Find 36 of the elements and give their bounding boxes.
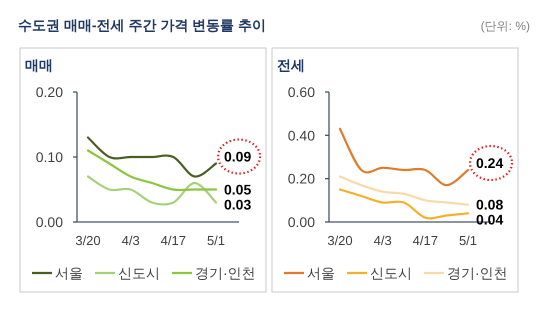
x-tick-label: 4/17	[412, 233, 438, 248]
legend-label: 신도시	[118, 265, 160, 281]
x-tick-label: 5/1	[458, 233, 478, 248]
text: (단위: %)	[480, 19, 530, 33]
y-tick-label: 0.60	[288, 84, 316, 100]
text: 수도권 매매-전세 주간 가격 변동률 추이	[18, 17, 266, 33]
legend-label: 서울	[55, 265, 83, 281]
y-tick-label: 0.00	[288, 214, 316, 230]
chart-title: 매매	[25, 57, 53, 73]
data-label: 0.08	[476, 196, 504, 213]
x-tick-label: 3/20	[75, 233, 101, 248]
y-tick-label: 0.10	[36, 149, 64, 165]
line-series	[338, 175, 470, 206]
data-label: 0.03	[224, 196, 252, 212]
x-tick-label: 5/1	[206, 233, 226, 248]
y-tick-label: 0.40	[288, 127, 316, 144]
line-series	[86, 136, 218, 178]
legend-label: 신도시	[370, 265, 412, 281]
legend-label: 경기·인천	[447, 265, 508, 281]
data-label: 0.05	[224, 182, 252, 198]
chart-title: 전세	[277, 57, 305, 73]
x-tick-label: 4/3	[374, 233, 392, 248]
legend-label: 경기·인천	[195, 265, 256, 281]
y-tick-label: 0.20	[288, 170, 316, 187]
y-tick-label: 0.00	[36, 214, 64, 230]
x-tick-label: 3/20	[327, 233, 353, 248]
data-label: 0.04	[476, 212, 504, 228]
y-tick-label: 0.20	[36, 84, 64, 100]
x-tick-label: 4/3	[122, 233, 140, 248]
line-series	[86, 149, 218, 192]
line-series	[338, 128, 470, 186]
data-label: 0.24	[476, 155, 504, 171]
data-label: 0.09	[224, 148, 252, 164]
x-tick-label: 4/17	[160, 233, 186, 248]
line-series	[338, 188, 470, 220]
legend-label: 서울	[307, 265, 335, 281]
